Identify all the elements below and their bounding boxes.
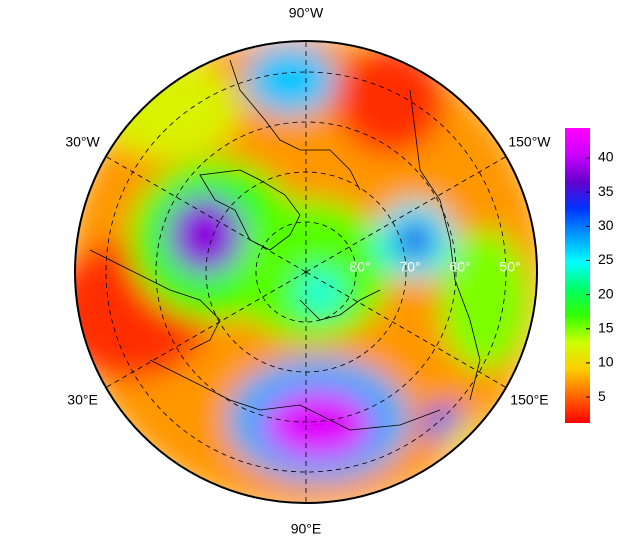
meridian [305,156,507,273]
parallel-label: 70° [399,259,420,275]
colorbar-tick-label: 35 [598,183,614,199]
field-patch [440,230,530,370]
parallel-label: 60° [449,259,470,275]
meridian-label: 150°W [508,134,551,150]
colorbar-tick-label: 20 [598,285,614,301]
field-patch [395,220,435,260]
meridian [105,271,307,388]
meridian-label: 30°E [67,392,98,408]
field-patch [440,420,520,460]
colorbar-tick-label: 30 [598,217,614,233]
meridian [105,156,307,273]
field-patch [100,60,240,160]
field-patch [167,195,243,275]
field-patch [335,45,445,155]
meridian-label: 150°E [510,392,548,408]
parallel-label: 80° [349,259,370,275]
meridian-label: 30°W [65,134,100,150]
colorbar-tick-label: 25 [598,251,614,267]
parallel [105,71,507,473]
graticule [105,41,507,503]
meridian-label: 90°W [289,5,324,21]
parallel-label: 50° [499,259,520,275]
colorbar-tick-label: 5 [598,388,606,404]
meridian [305,271,507,388]
coastlines [89,59,481,431]
field-patch [245,45,335,115]
parallel [155,121,457,423]
field-patch [263,390,373,460]
field [75,41,537,503]
colorbar-tick-label: 40 [598,149,614,165]
colorbar [565,128,590,423]
colorbar-tick-label: 10 [598,354,614,370]
map-border [74,40,538,504]
meridian-label: 90°E [291,521,322,537]
colorbar-tick-label: 15 [598,319,614,335]
field-patch [298,270,342,314]
